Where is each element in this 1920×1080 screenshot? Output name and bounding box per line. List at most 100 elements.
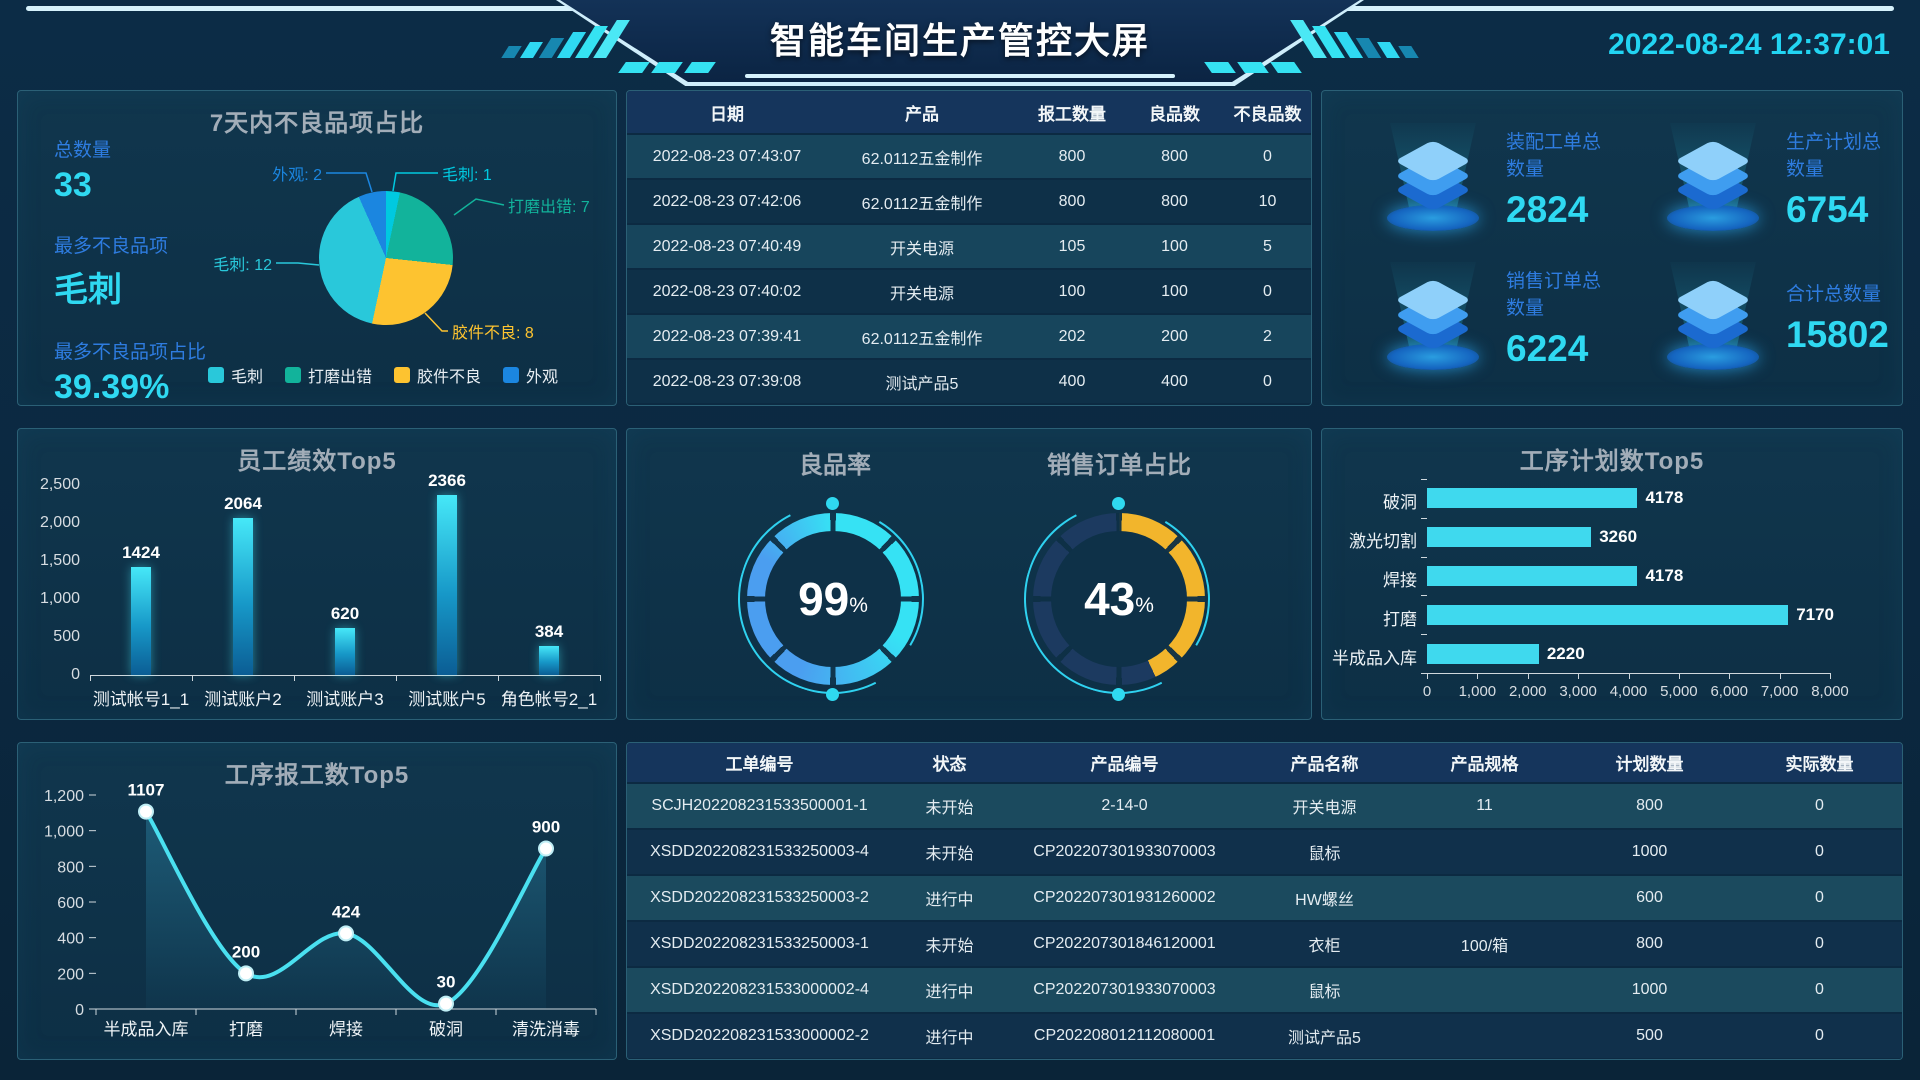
table-cell: SCJH202208231533500001-1 xyxy=(627,783,892,829)
legend-label: 外观 xyxy=(526,369,559,386)
pie-slice-label: 外观: 2 xyxy=(272,167,322,184)
table-cell: 开关电源 xyxy=(827,224,1017,269)
defect-stat: 最多不良品项 毛刺 xyxy=(54,231,206,311)
good-rate-title: 良品率 xyxy=(799,452,871,479)
table-cell: CP202207301931260002 xyxy=(1007,875,1242,921)
column-header: 报工数量 xyxy=(1017,91,1127,134)
column-header: 产品 xyxy=(827,91,1017,134)
y-axis-category-label: 打磨 xyxy=(1383,609,1417,629)
header-dashes-left-icon xyxy=(618,62,716,73)
stat-label: 销售订单总数量 xyxy=(1506,270,1602,319)
table-cell: HW螺丝 xyxy=(1242,875,1407,921)
x-axis-tick-label: 6,000 xyxy=(1710,683,1749,700)
table-cell: 0 xyxy=(1222,269,1311,314)
y-axis-tick xyxy=(1421,517,1427,519)
bar xyxy=(335,627,355,675)
table-cell xyxy=(1407,829,1562,875)
y-axis-category-label: 破洞 xyxy=(1383,493,1417,513)
y-axis-tick-label: 0 xyxy=(75,1002,84,1019)
y-axis-tick xyxy=(1421,634,1427,636)
gauges-panel: 良品率 销售订单占比 99% 43% xyxy=(626,428,1312,720)
table-cell: 202 xyxy=(1017,314,1127,359)
stat-sales-orders: 销售订单总数量 6224 xyxy=(1332,248,1612,387)
defect-stat-label: 最多不良品项占比 xyxy=(54,342,207,363)
y-axis-tick-label: 800 xyxy=(57,859,84,876)
table-cell: XSDD202208231533000002-2 xyxy=(627,1013,892,1059)
legend-swatch xyxy=(503,367,520,383)
table-cell: 2022-08-23 07:39:41 xyxy=(627,314,827,359)
bar xyxy=(1427,566,1638,586)
y-axis-tick-label: 1,000 xyxy=(44,824,84,841)
bar xyxy=(131,566,151,675)
x-axis-category-label: 测试账户5 xyxy=(408,690,486,709)
table-cell: 800 xyxy=(1017,134,1127,179)
x-axis-tick xyxy=(1678,673,1680,679)
table-row: XSDD202208231533250003-4 未开始 CP20220730193… xyxy=(627,829,1902,875)
table-cell: 200 xyxy=(1127,314,1222,359)
stat-production-plans: 生产计划总数量 6754 xyxy=(1612,109,1892,248)
totals-panel: 装配工单总数量 2824 生产计划总数量 6754 销售订单总数量 6224 合计总数… xyxy=(1321,90,1903,406)
sales-ratio-value: 43 xyxy=(1084,573,1136,625)
table-cell: 0 xyxy=(1737,1013,1902,1059)
process-plan-title: 工序计划数Top5 xyxy=(1519,448,1705,475)
bar xyxy=(1427,488,1638,509)
x-axis-tick xyxy=(294,675,295,681)
x-axis-category-label: 测试账户3 xyxy=(306,690,384,709)
header-line-right xyxy=(1334,6,1894,11)
table-cell: 未开始 xyxy=(892,921,1007,967)
column-header: 产品编号 xyxy=(1007,743,1242,783)
bar-value-label: 3260 xyxy=(1599,527,1638,547)
y-axis-tick-label: 2,500 xyxy=(39,476,80,493)
table-cell: 2-14-0 xyxy=(1007,783,1242,829)
table-cell: 400 xyxy=(1127,359,1222,404)
bar-value-label: 2220 xyxy=(1546,643,1585,663)
column-header: 状态 xyxy=(892,743,1007,783)
process-report-title: 工序报工数Top5 xyxy=(224,762,410,789)
x-axis-category-label: 测试账户2 xyxy=(204,690,282,709)
y-axis-tick-label: 500 xyxy=(53,628,80,645)
bar-value-label: 620 xyxy=(330,603,360,623)
x-axis-tick-label: 5,000 xyxy=(1660,683,1698,700)
table-cell: 0 xyxy=(1222,134,1311,179)
process-report-line-chart: 0 200 400 600 800 1,000 1,200 半成品入库 打磨 焊接 破洞 清洗消毒 11… xyxy=(44,781,597,1039)
y-axis-tick-label: 1,500 xyxy=(39,552,80,569)
table-cell: CP202207301933070003 xyxy=(1007,829,1242,875)
pie-slice-label: 毛刺: 12 xyxy=(213,257,272,274)
y-axis-category-label: 激光切割 xyxy=(1349,532,1417,552)
y-axis-tick-label: 600 xyxy=(57,895,84,912)
column-header: 产品规格 xyxy=(1407,743,1562,783)
table-cell: XSDD202208231533250003-1 xyxy=(627,921,892,967)
table-cell xyxy=(1407,967,1562,1013)
table-cell: 5 xyxy=(1222,224,1311,269)
x-axis-tick xyxy=(1427,673,1428,679)
defect-stat-value: 33 xyxy=(54,166,92,204)
x-axis-tick xyxy=(1628,673,1630,679)
table-row: XSDD202208231533250003-2 进行中 CP20220730193… xyxy=(627,875,1902,921)
table-cell: 0 xyxy=(1222,359,1311,404)
bar-value-label: 7170 xyxy=(1796,604,1835,624)
table-cell: 2022-08-23 07:39:08 xyxy=(627,359,827,404)
y-axis-tick xyxy=(1421,595,1427,597)
data-point xyxy=(138,803,154,820)
x-axis-category-label: 半成品入库 xyxy=(104,1020,189,1039)
bar xyxy=(1427,527,1592,548)
point-value-label: 1107 xyxy=(128,781,165,800)
x-axis-category-label: 角色帐号2_1 xyxy=(500,690,598,709)
bar xyxy=(437,495,457,675)
header-line-left xyxy=(26,6,586,11)
x-axis-tick xyxy=(396,675,397,681)
defect-stat: 最多不良品项占比 39.39% xyxy=(54,337,207,405)
table-cell: XSDD202208231533250003-2 xyxy=(627,875,892,921)
report-table: 日期 产品 报工数量 良品数 不良品数 2022-08-23 07:43:07 62.011… xyxy=(627,91,1311,405)
bar xyxy=(1427,643,1539,664)
bar-value-label: 1424 xyxy=(122,542,160,562)
header-bottom-line xyxy=(745,74,1175,78)
table-cell: 100 xyxy=(1127,224,1222,269)
stat-value: 15802 xyxy=(1786,314,1889,355)
bar-value-label: 2064 xyxy=(224,494,262,514)
table-cell: 400 xyxy=(1017,359,1127,404)
x-axis-tick-label: 1,000 xyxy=(1458,683,1497,700)
column-header: 实际数量 xyxy=(1737,743,1902,783)
line-area-fill xyxy=(146,811,546,1009)
defect-stat: 总数量 33 xyxy=(54,135,206,205)
